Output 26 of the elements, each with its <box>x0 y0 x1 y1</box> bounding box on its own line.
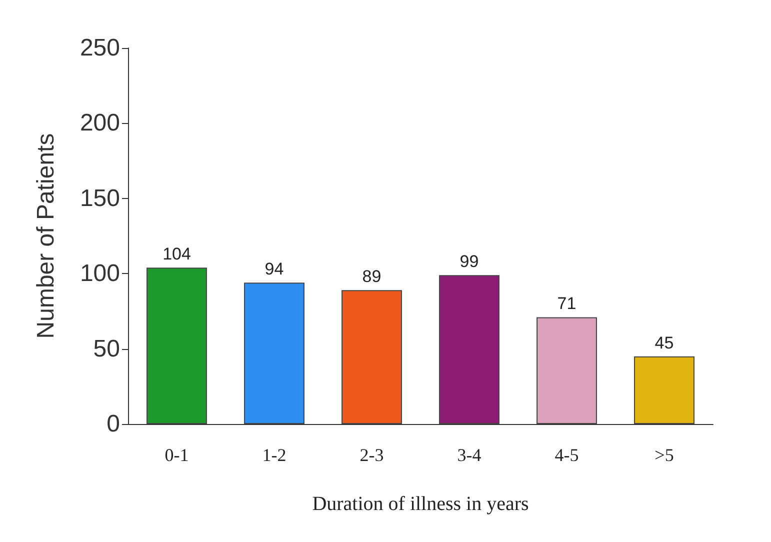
data-label: 45 <box>654 333 674 352</box>
bar <box>342 290 402 424</box>
data-label: 94 <box>264 260 284 279</box>
y-tick-label: 150 <box>80 184 120 212</box>
data-label: 71 <box>557 294 576 314</box>
x-tick-label: >5 <box>654 445 674 465</box>
x-tick-label: 3-4 <box>457 445 482 465</box>
x-tick-label: 1-2 <box>262 445 286 465</box>
bar <box>536 317 597 424</box>
x-tick-label: 4-5 <box>554 445 579 465</box>
bar <box>244 282 304 424</box>
y-tick-label: 100 <box>80 260 120 288</box>
x-tick-label: 2-3 <box>360 445 384 465</box>
x-axis-title: Duration of illness in years <box>312 493 530 515</box>
bar <box>634 356 694 424</box>
data-label: 104 <box>162 244 191 264</box>
y-axis-title: Number of Patients <box>32 133 60 339</box>
y-tick-label: 200 <box>80 110 120 137</box>
y-tick-label: 50 <box>93 335 120 362</box>
bar <box>146 268 207 424</box>
data-label: 99 <box>460 252 479 272</box>
data-label: 89 <box>362 267 382 286</box>
y-tick-label: 0 <box>106 410 120 438</box>
x-tick-label: 0-1 <box>164 445 189 465</box>
y-tick-label: 250 <box>80 34 120 62</box>
bar <box>439 275 500 424</box>
